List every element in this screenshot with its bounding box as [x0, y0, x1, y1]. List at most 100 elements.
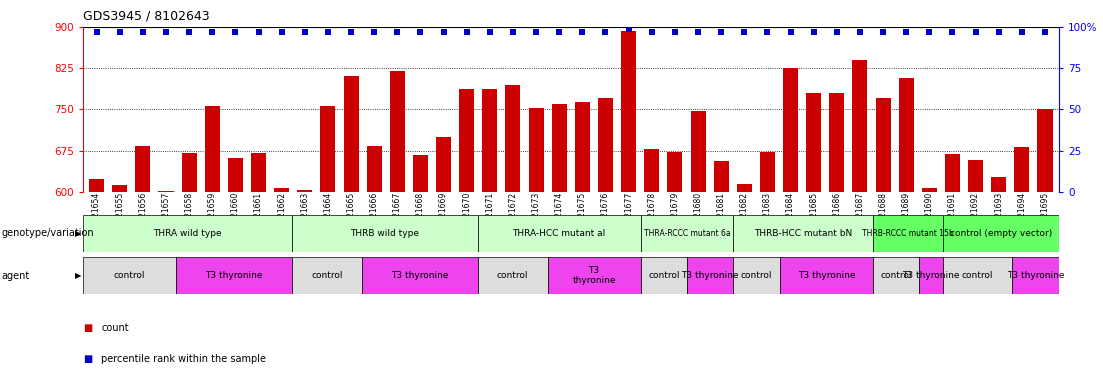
Text: GSM721660: GSM721660: [231, 192, 239, 238]
Text: THRB-RCCC mutant 15b: THRB-RCCC mutant 15b: [861, 229, 954, 238]
Text: control: control: [741, 271, 772, 280]
Point: [944, 29, 962, 35]
Text: control: control: [962, 271, 994, 280]
Bar: [528, 108, 544, 384]
Bar: [575, 102, 590, 384]
Bar: [733, 215, 872, 252]
Text: T3 thyronine: T3 thyronine: [390, 271, 449, 280]
Text: GSM721655: GSM721655: [115, 192, 125, 238]
Bar: [920, 257, 943, 294]
Text: T3
thyronine: T3 thyronine: [572, 266, 615, 285]
Text: GSM721658: GSM721658: [184, 192, 194, 238]
Point: [597, 29, 614, 35]
Bar: [714, 161, 729, 384]
Point: [574, 29, 591, 35]
Point: [1036, 29, 1053, 35]
Text: GSM721673: GSM721673: [532, 192, 540, 238]
Text: T3 thyronine: T3 thyronine: [205, 271, 263, 280]
Point: [319, 29, 336, 35]
Text: GSM721672: GSM721672: [508, 192, 517, 238]
Text: GSM721684: GSM721684: [786, 192, 795, 238]
Text: GSM721685: GSM721685: [810, 192, 818, 238]
Text: control (empty vector): control (empty vector): [950, 229, 1052, 238]
Text: GSM721677: GSM721677: [624, 192, 633, 238]
Text: control: control: [311, 271, 343, 280]
Bar: [690, 111, 706, 384]
Bar: [872, 257, 920, 294]
Point: [989, 29, 1007, 35]
Text: control: control: [880, 271, 912, 280]
Bar: [621, 31, 636, 384]
Text: GSM721681: GSM721681: [717, 192, 726, 238]
Text: GSM721662: GSM721662: [277, 192, 286, 238]
Bar: [780, 257, 872, 294]
Text: GSM721675: GSM721675: [578, 192, 587, 238]
Text: GSM721669: GSM721669: [439, 192, 448, 238]
Text: T3 thyronine: T3 thyronine: [682, 271, 739, 280]
Bar: [1015, 147, 1029, 384]
Point: [527, 29, 545, 35]
Text: T3 thyronine: T3 thyronine: [1007, 271, 1064, 280]
Bar: [687, 257, 733, 294]
Text: GSM721666: GSM721666: [370, 192, 378, 238]
Text: GSM721695: GSM721695: [1040, 192, 1049, 238]
Point: [666, 29, 684, 35]
Text: GSM721692: GSM721692: [971, 192, 981, 238]
Text: GSM721682: GSM721682: [740, 192, 749, 238]
Bar: [641, 215, 733, 252]
Text: GSM721668: GSM721668: [416, 192, 425, 238]
Point: [1013, 29, 1030, 35]
Text: THRA wild type: THRA wild type: [153, 229, 222, 238]
Bar: [783, 68, 799, 384]
Text: GSM721654: GSM721654: [93, 192, 101, 238]
Point: [620, 25, 638, 31]
Text: GSM721689: GSM721689: [902, 192, 911, 238]
Text: THRB-HCC mutant bN: THRB-HCC mutant bN: [754, 229, 853, 238]
Point: [713, 29, 730, 35]
Text: GSM721670: GSM721670: [462, 192, 471, 238]
Text: percentile rank within the sample: percentile rank within the sample: [101, 354, 267, 364]
Text: GSM721664: GSM721664: [323, 192, 332, 238]
Point: [805, 29, 823, 35]
Point: [458, 29, 475, 35]
Text: GSM721657: GSM721657: [161, 192, 171, 238]
Bar: [760, 152, 775, 384]
Text: GSM721694: GSM721694: [1017, 192, 1027, 238]
Bar: [968, 160, 983, 384]
Point: [921, 29, 939, 35]
Bar: [292, 215, 478, 252]
Bar: [598, 98, 613, 384]
Bar: [83, 215, 292, 252]
Text: control: control: [497, 271, 528, 280]
Bar: [943, 215, 1059, 252]
Text: GSM721688: GSM721688: [879, 192, 888, 238]
Text: GSM721687: GSM721687: [856, 192, 865, 238]
Point: [180, 29, 197, 35]
Text: THRB wild type: THRB wild type: [351, 229, 419, 238]
Bar: [733, 257, 780, 294]
Bar: [251, 153, 266, 384]
Bar: [876, 98, 890, 384]
Point: [898, 29, 915, 35]
Text: GSM721690: GSM721690: [924, 192, 934, 238]
Bar: [89, 179, 104, 384]
Point: [342, 29, 360, 35]
Text: agent: agent: [1, 270, 30, 281]
Point: [111, 29, 129, 35]
Bar: [366, 146, 382, 384]
Bar: [275, 188, 289, 384]
Bar: [922, 188, 936, 384]
Bar: [1013, 257, 1059, 294]
Text: control: control: [649, 271, 679, 280]
Text: GDS3945 / 8102643: GDS3945 / 8102643: [83, 10, 210, 22]
Bar: [343, 76, 358, 384]
Bar: [292, 257, 362, 294]
Point: [411, 29, 429, 35]
Point: [365, 29, 383, 35]
Text: GSM721691: GSM721691: [947, 192, 957, 238]
Point: [296, 29, 313, 35]
Point: [967, 29, 985, 35]
Text: THRA-RCCC mutant 6a: THRA-RCCC mutant 6a: [644, 229, 730, 238]
Bar: [436, 137, 451, 384]
Text: GSM721663: GSM721663: [300, 192, 309, 238]
